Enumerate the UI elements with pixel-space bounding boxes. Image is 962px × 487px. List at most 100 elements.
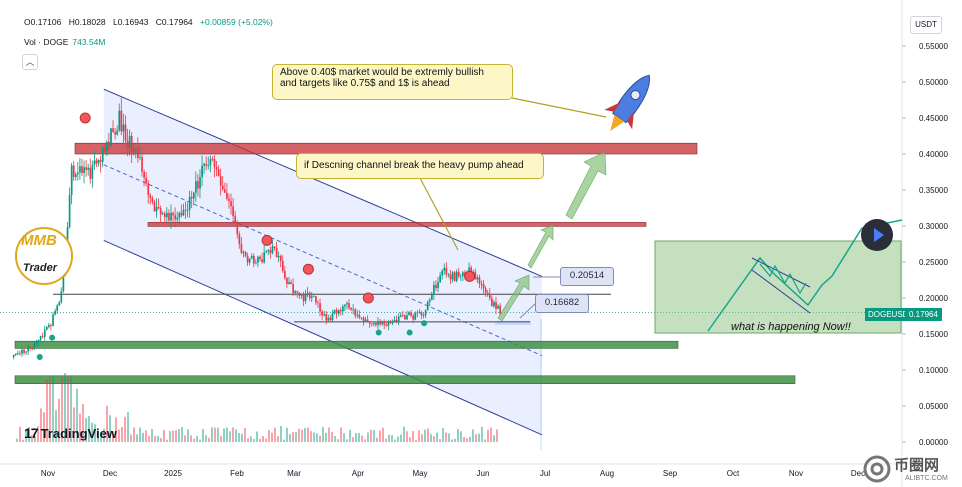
volume-bar <box>478 433 480 442</box>
candle-body <box>83 167 85 174</box>
box-connector-lower <box>519 302 537 319</box>
volume-bar <box>22 439 24 442</box>
collapse-legend-button[interactable]: ︿ <box>22 54 38 70</box>
candle-body <box>161 213 164 215</box>
x-tick-label: Sep <box>663 469 678 478</box>
x-tick-label: Jun <box>477 469 490 478</box>
candle-body <box>447 274 450 276</box>
channel-upper-line <box>103 88 543 277</box>
volume-bar <box>364 439 366 442</box>
volume-bar <box>385 438 387 442</box>
candle-body <box>352 309 355 311</box>
candle-body <box>344 304 346 307</box>
candle-body <box>377 321 379 325</box>
volume-bar <box>262 435 264 442</box>
volume-bar <box>334 436 336 442</box>
currency-label[interactable]: USDT <box>910 16 942 34</box>
candle-body <box>327 317 330 321</box>
volume-bar <box>301 429 303 442</box>
volume-bar <box>352 437 354 442</box>
candle-body <box>145 177 148 184</box>
volume-bar <box>130 434 132 442</box>
volume-bar <box>433 436 435 442</box>
x-tick-label: Nov <box>41 469 55 478</box>
candle-body <box>257 256 259 263</box>
volume-bar <box>412 431 414 442</box>
level-upper-label[interactable]: 0.20514 <box>560 267 614 286</box>
x-tick-label: Nov <box>789 469 803 478</box>
candle-body <box>329 317 332 321</box>
volume-bar <box>415 439 417 442</box>
candle-body <box>255 262 257 264</box>
volume-bar <box>253 438 255 442</box>
candle-body <box>72 165 75 177</box>
x-tick-label: Dec <box>103 469 117 478</box>
volume-bar <box>205 435 207 442</box>
volume-bar <box>418 430 420 442</box>
candle-body <box>106 141 108 152</box>
volume-bar <box>91 422 93 442</box>
candle-body <box>379 321 381 325</box>
volume-bar <box>337 439 339 442</box>
candle-body <box>23 349 25 353</box>
candle-body <box>234 216 237 223</box>
volume-bar <box>484 439 486 442</box>
volume-bar <box>268 429 270 442</box>
candle-body <box>292 284 295 294</box>
candle-body <box>381 322 384 325</box>
candle-body <box>491 298 493 307</box>
volume-bar <box>451 439 453 442</box>
volume-bar <box>85 418 87 442</box>
candle-body <box>31 348 34 350</box>
candle-body <box>139 157 141 158</box>
volume-bar <box>79 413 81 442</box>
volume-bar <box>280 426 282 442</box>
y-tick-label: 0.40000 <box>919 150 948 159</box>
candle-body <box>370 323 373 325</box>
volume-bar <box>379 430 381 442</box>
what-now-text: what is happening Now!! <box>731 321 851 333</box>
candle-body <box>457 271 460 277</box>
candle-body <box>39 336 42 340</box>
volume-bar <box>160 438 162 442</box>
annotation-channel[interactable]: if Descning channel break the heavy pump… <box>296 153 544 179</box>
annotation-channel-text: if Descning channel break the heavy pump… <box>304 160 524 171</box>
scenario-box <box>654 240 902 334</box>
tradingview-logo-text: TradingView <box>40 426 117 441</box>
candle-body <box>426 301 429 311</box>
candle-body <box>354 309 357 316</box>
candle-body <box>99 159 102 162</box>
candle-body <box>319 303 321 312</box>
candle-body <box>116 130 119 135</box>
candle-body <box>203 163 206 166</box>
volume-bar <box>256 431 258 442</box>
volume-bar <box>127 412 129 442</box>
volume-bar <box>109 415 111 442</box>
volume-bar <box>106 405 108 442</box>
volume-bar <box>250 436 252 442</box>
volume-bar <box>196 436 198 442</box>
candle-body <box>321 311 323 316</box>
candle-body <box>248 258 251 263</box>
candle-body <box>159 208 162 215</box>
tradingview-logo[interactable]: 17 TradingView <box>24 425 117 441</box>
candle-body <box>288 282 290 284</box>
candle-body <box>337 310 340 314</box>
candle-body <box>298 292 301 296</box>
volume-bar <box>340 427 342 442</box>
candle-body <box>180 212 183 216</box>
candle-body <box>232 206 234 217</box>
candle-body <box>261 259 263 263</box>
candle-body <box>155 206 158 212</box>
candle-body <box>281 260 284 272</box>
candle-body <box>163 213 166 218</box>
play-button[interactable] <box>861 219 893 251</box>
scenario-path <box>707 227 863 332</box>
level-lower-label[interactable]: 0.16682 <box>535 294 589 313</box>
volume-bar <box>394 439 396 442</box>
candle-body <box>240 244 243 253</box>
candle-body <box>244 252 247 256</box>
x-tick-label: Apr <box>352 469 365 478</box>
candle-body <box>74 174 77 177</box>
annotation-bullish[interactable]: Above 0.40$ market would be extremly bul… <box>272 64 513 100</box>
